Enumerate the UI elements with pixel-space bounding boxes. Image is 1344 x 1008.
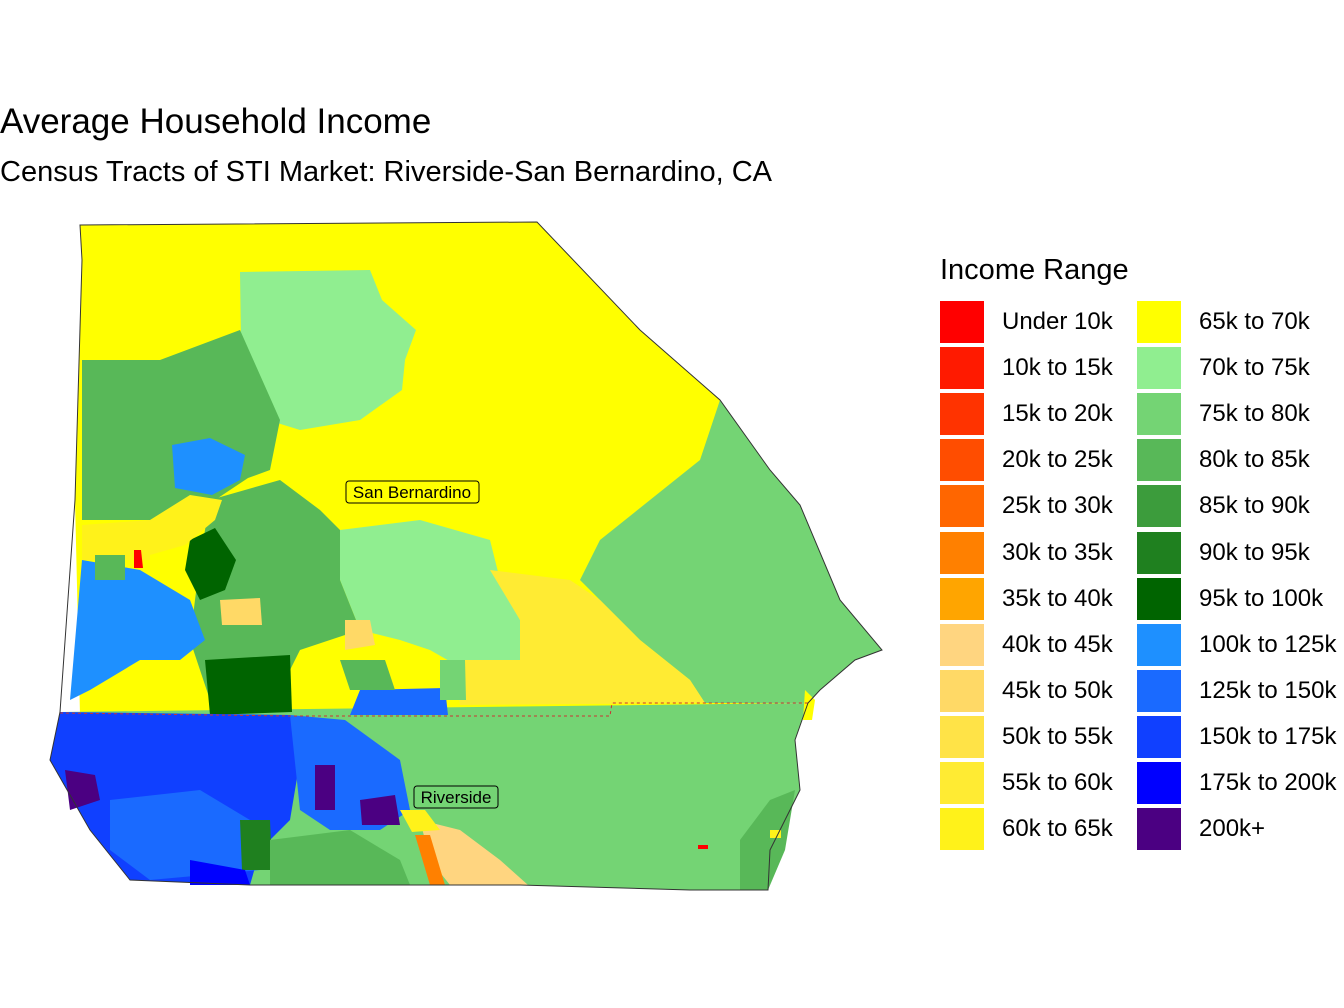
legend-swatch (1137, 715, 1181, 758)
map-outline (49, 221, 883, 891)
legend-label: 30k to 35k (1002, 538, 1113, 566)
legend-swatch (1137, 439, 1181, 482)
legend-swatch (940, 762, 984, 804)
legend-swatch (1137, 531, 1181, 574)
legend-label: 55k to 60k (1002, 769, 1113, 796)
legend-swatch (1137, 577, 1181, 620)
tract-regions (70, 270, 882, 720)
label-riverside: Riverside (413, 785, 499, 809)
legend-label: 175k to 200k (1199, 769, 1337, 796)
legend-label: 10k to 15k (1002, 354, 1113, 382)
tract-regions-south (50, 712, 795, 890)
legend-swatch (940, 623, 984, 666)
legend-swatch (1137, 393, 1181, 436)
map-subtitle: Census Tracts of STI Market: Riverside-S… (0, 156, 773, 188)
legend-swatch (1137, 485, 1181, 528)
legend-label: 70k to 75k (1199, 354, 1310, 382)
legend-swatch (1137, 762, 1181, 804)
legend-swatch (940, 715, 984, 758)
legend-swatch (940, 301, 984, 343)
legend-label: 80k to 85k (1199, 446, 1310, 474)
legend-label: 90k to 95k (1199, 538, 1310, 566)
map-title: Average Household Income (0, 102, 432, 141)
legend-label: 125k to 150k (1199, 676, 1337, 704)
legend-label: 35k to 40k (1002, 584, 1113, 612)
legend-label: 100k to 125k (1199, 630, 1337, 658)
legend-swatch (940, 347, 984, 390)
svg-text:San Bernardino: San Bernardino (353, 483, 471, 502)
legend-label: 85k to 90k (1199, 492, 1310, 520)
legend-label: 20k to 25k (1002, 446, 1113, 474)
legend-label: Under 10k (1002, 308, 1113, 335)
legend-label: 15k to 20k (1002, 400, 1113, 428)
legend-swatch (1137, 669, 1181, 712)
legend-swatch (1137, 808, 1181, 851)
legend-swatch (1137, 301, 1181, 343)
legend-swatch (940, 439, 984, 482)
legend-swatch (940, 669, 984, 712)
legend-label: 50k to 55k (1002, 722, 1113, 750)
legend-swatch (940, 577, 984, 620)
legend-label: 75k to 80k (1199, 400, 1310, 428)
legend-swatch (940, 485, 984, 528)
legend-label: 60k to 65k (1002, 815, 1113, 843)
label-san-bernardino: San Bernardino (345, 480, 480, 504)
legend-label: 150k to 175k (1199, 722, 1337, 750)
legend-label: 25k to 30k (1002, 492, 1113, 520)
legend-swatch (1137, 347, 1181, 390)
legend-swatch (940, 393, 984, 436)
legend-label: 95k to 100k (1199, 584, 1324, 612)
legend-label: 200k+ (1199, 815, 1266, 843)
legend-label: 40k to 45k (1002, 630, 1113, 658)
legend-swatch (940, 531, 984, 574)
legend-label: 65k to 70k (1199, 308, 1310, 335)
legend-swatch (1137, 623, 1181, 666)
legend-title: Income Range (940, 254, 1129, 286)
legend-swatch (940, 808, 984, 851)
legend-label: 45k to 50k (1002, 676, 1113, 704)
svg-text:Riverside: Riverside (421, 788, 492, 807)
